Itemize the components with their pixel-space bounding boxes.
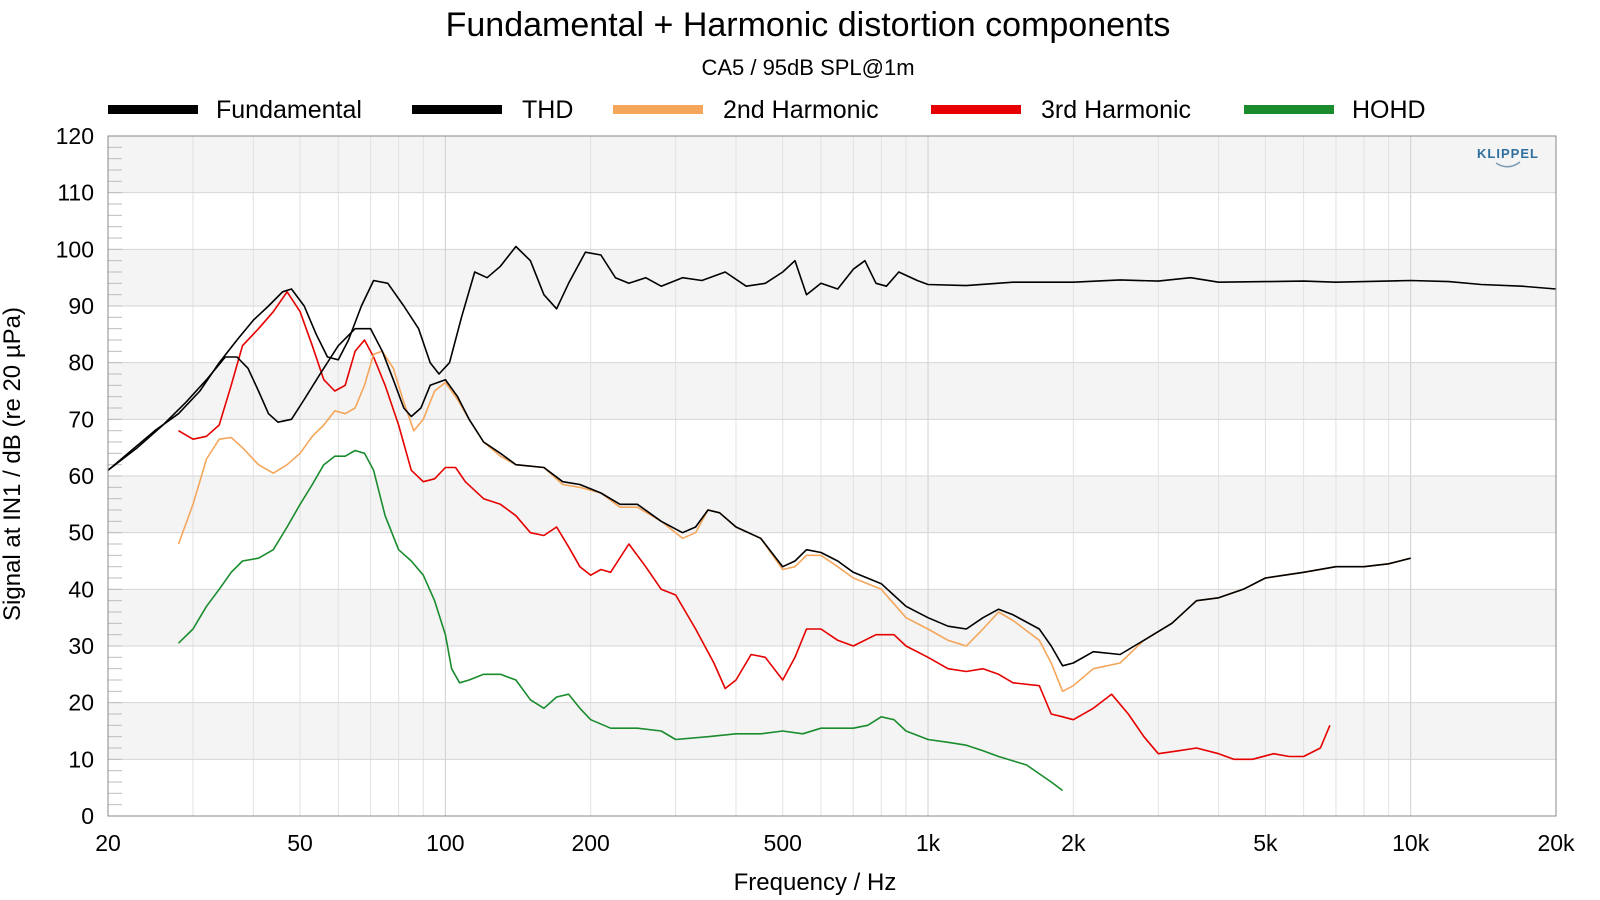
y-tick-label: 80 [68,350,94,376]
y-tick-label: 10 [68,746,94,772]
y-tick-label: 120 [56,123,94,149]
y-tick-label: 40 [68,576,94,602]
legend-label-hohd: HOHD [1352,96,1426,124]
y-tick-label: 0 [81,803,94,829]
y-tick-label: 60 [68,463,94,489]
legend-swatch-2nd-harmonic [613,105,703,114]
plot-band [108,532,1556,590]
x-tick-label: 10k [1392,830,1430,856]
plot-band [108,192,1556,250]
plot-band [108,702,1556,760]
legend-label-3rd-harmonic: 3rd Harmonic [1041,96,1191,124]
series-line-2nd-harmonic [177,350,1411,693]
plot-band [108,362,1556,420]
x-tick-label: 50 [287,830,313,856]
y-axis-ticks: 0 10 20 30 40 50 60 70 80 90 100 110 120 [56,123,94,829]
plot-band [108,759,1556,816]
y-tick-label: 50 [68,520,94,546]
x-tick-label: 20k [1537,830,1575,856]
chart-subtitle: CA5 / 95dB SPL@1m [701,55,914,80]
plot-band [108,476,1556,533]
y-tick-label: 110 [57,180,94,206]
legend-swatch-hohd [1244,105,1334,114]
x-axis-label: Frequency / Hz [734,869,897,896]
legend-swatch-thd [412,105,502,114]
series-line-fundamental [107,245,1557,471]
x-tick-label: 5k [1253,830,1278,856]
series-line-hohd [177,449,1064,792]
legend: Fundamental THD 2nd Harmonic 3rd Harmonic HO… [108,96,1426,124]
y-tick-label: 90 [68,293,94,319]
y-tick-label: 100 [56,236,94,262]
plot-band [108,136,1556,193]
series-line-thd [107,327,1411,667]
x-tick-label: 200 [571,830,609,856]
plot-band [108,419,1556,476]
y-axis-label: Signal at IN1 / dB (re 20 µPa) [0,307,26,621]
legend-label-2nd-harmonic: 2nd Harmonic [723,96,879,124]
plot-frame [107,135,1557,817]
plot-band [108,589,1556,646]
x-tick-label: 100 [426,830,464,856]
klippel-logo: KLIPPEL [1477,146,1539,168]
logo-text: KLIPPEL [1477,146,1539,161]
plot-band [108,249,1556,306]
x-tick-label: 1k [916,830,941,856]
legend-label-thd: THD [522,96,573,124]
y-tick-label: 70 [68,406,94,432]
y-tick-label: 30 [68,633,94,659]
logo-swoosh-icon [1495,161,1521,168]
x-axis-ticks: 20 50 100 200 500 1k 2k 5k 10k 20k [95,830,1575,856]
y-tick-label: 20 [68,690,94,716]
x-tick-label: 2k [1061,830,1086,856]
legend-swatch-3rd-harmonic [931,105,1021,114]
x-tick-label: 20 [95,830,121,856]
series-line-3rd-harmonic [178,291,1331,761]
plot-band [108,646,1556,703]
series-layer [107,245,1557,792]
x-tick-label: 500 [764,830,802,856]
legend-swatch-fundamental [108,105,198,114]
legend-label-fundamental: Fundamental [216,96,362,124]
chart-title: Fundamental + Harmonic distortion compon… [446,6,1171,44]
